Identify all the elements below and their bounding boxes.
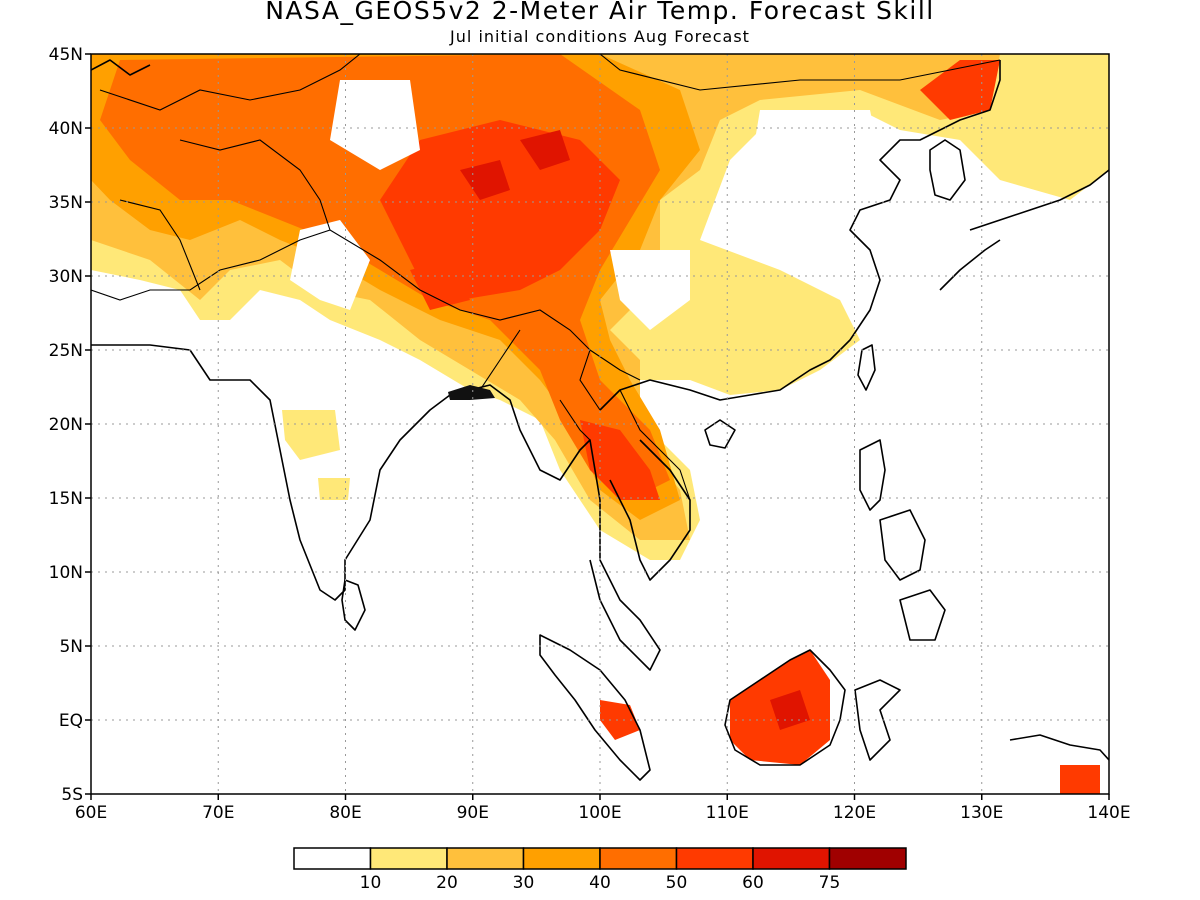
lon-tick-label: 100E: [578, 803, 621, 823]
skill-region-60-75: [460, 160, 510, 200]
lat-tick-label: 5N: [59, 637, 83, 657]
skill-region-60-75-2: [520, 130, 570, 170]
lat-tick-label: 35N: [49, 193, 83, 213]
skill-region-50-60-png: [1060, 765, 1100, 794]
lon-tick-label: 120E: [833, 803, 876, 823]
colorbar-swatch: [752, 847, 831, 870]
skill-region-50-60-tibet: [410, 260, 470, 310]
chart-title: NASA_GEOS5v2 2-Meter Air Temp. Forecast …: [265, 0, 935, 25]
skill-region-10-20-india: [282, 410, 340, 460]
colorbar-swatch: [293, 847, 372, 870]
delta-region: [448, 385, 495, 400]
lon-tick-label: 130E: [960, 803, 1003, 823]
skill-region-below-10-3: [750, 110, 880, 200]
lon-tick-label: 90E: [457, 803, 489, 823]
lat-tick-label: 15N: [49, 489, 83, 509]
colorbar-label: 30: [513, 873, 535, 893]
colorbar-swatch: [828, 847, 907, 870]
lon-tick-label: 70E: [202, 803, 234, 823]
colorbar-swatch: [599, 847, 678, 870]
lat-tick-label: 25N: [49, 341, 83, 361]
lat-tick-label: 30N: [49, 267, 83, 287]
lat-tick-label: EQ: [59, 711, 83, 731]
skill-region-50-60-korea: [920, 60, 1000, 120]
chart-subtitle: Jul initial conditions Aug Forecast: [450, 27, 750, 46]
colorbar-swatch: [369, 847, 448, 870]
colorbar-swatch: [446, 847, 525, 870]
political-borders: [91, 54, 1001, 501]
colorbar-label: 75: [819, 873, 841, 893]
lon-tick-label: 110E: [706, 803, 749, 823]
colorbar-label: 50: [666, 873, 688, 893]
colorbar-label: 60: [742, 873, 764, 893]
lat-tick-label: 5S: [61, 785, 83, 805]
lat-tick-label: 45N: [49, 45, 83, 65]
lat-tick-label: 10N: [49, 563, 83, 583]
skill-region-below-10-4: [610, 250, 690, 330]
skill-shading: [91, 54, 1109, 794]
colorbar: 10 20 30 40 50 60 75: [293, 847, 907, 893]
lat-tick-label: 40N: [49, 119, 83, 139]
lon-tick-label: 60E: [75, 803, 107, 823]
colorbar-swatch: [675, 847, 754, 870]
skill-region-below-10-2: [330, 80, 420, 170]
skill-region-50-60: [380, 120, 620, 300]
colorbar-swatch: [522, 847, 601, 870]
colorbar-label: 40: [589, 873, 611, 893]
gridlines: [91, 54, 1109, 794]
colorbar-label: 20: [436, 873, 458, 893]
skill-region-50-60-sumatra: [600, 700, 640, 740]
skill-region-10-20-india2: [318, 478, 350, 500]
lon-tick-label: 80E: [329, 803, 361, 823]
colorbar-label: 10: [360, 873, 382, 893]
lon-tick-label: 140E: [1087, 803, 1130, 823]
lat-tick-label: 20N: [49, 415, 83, 435]
